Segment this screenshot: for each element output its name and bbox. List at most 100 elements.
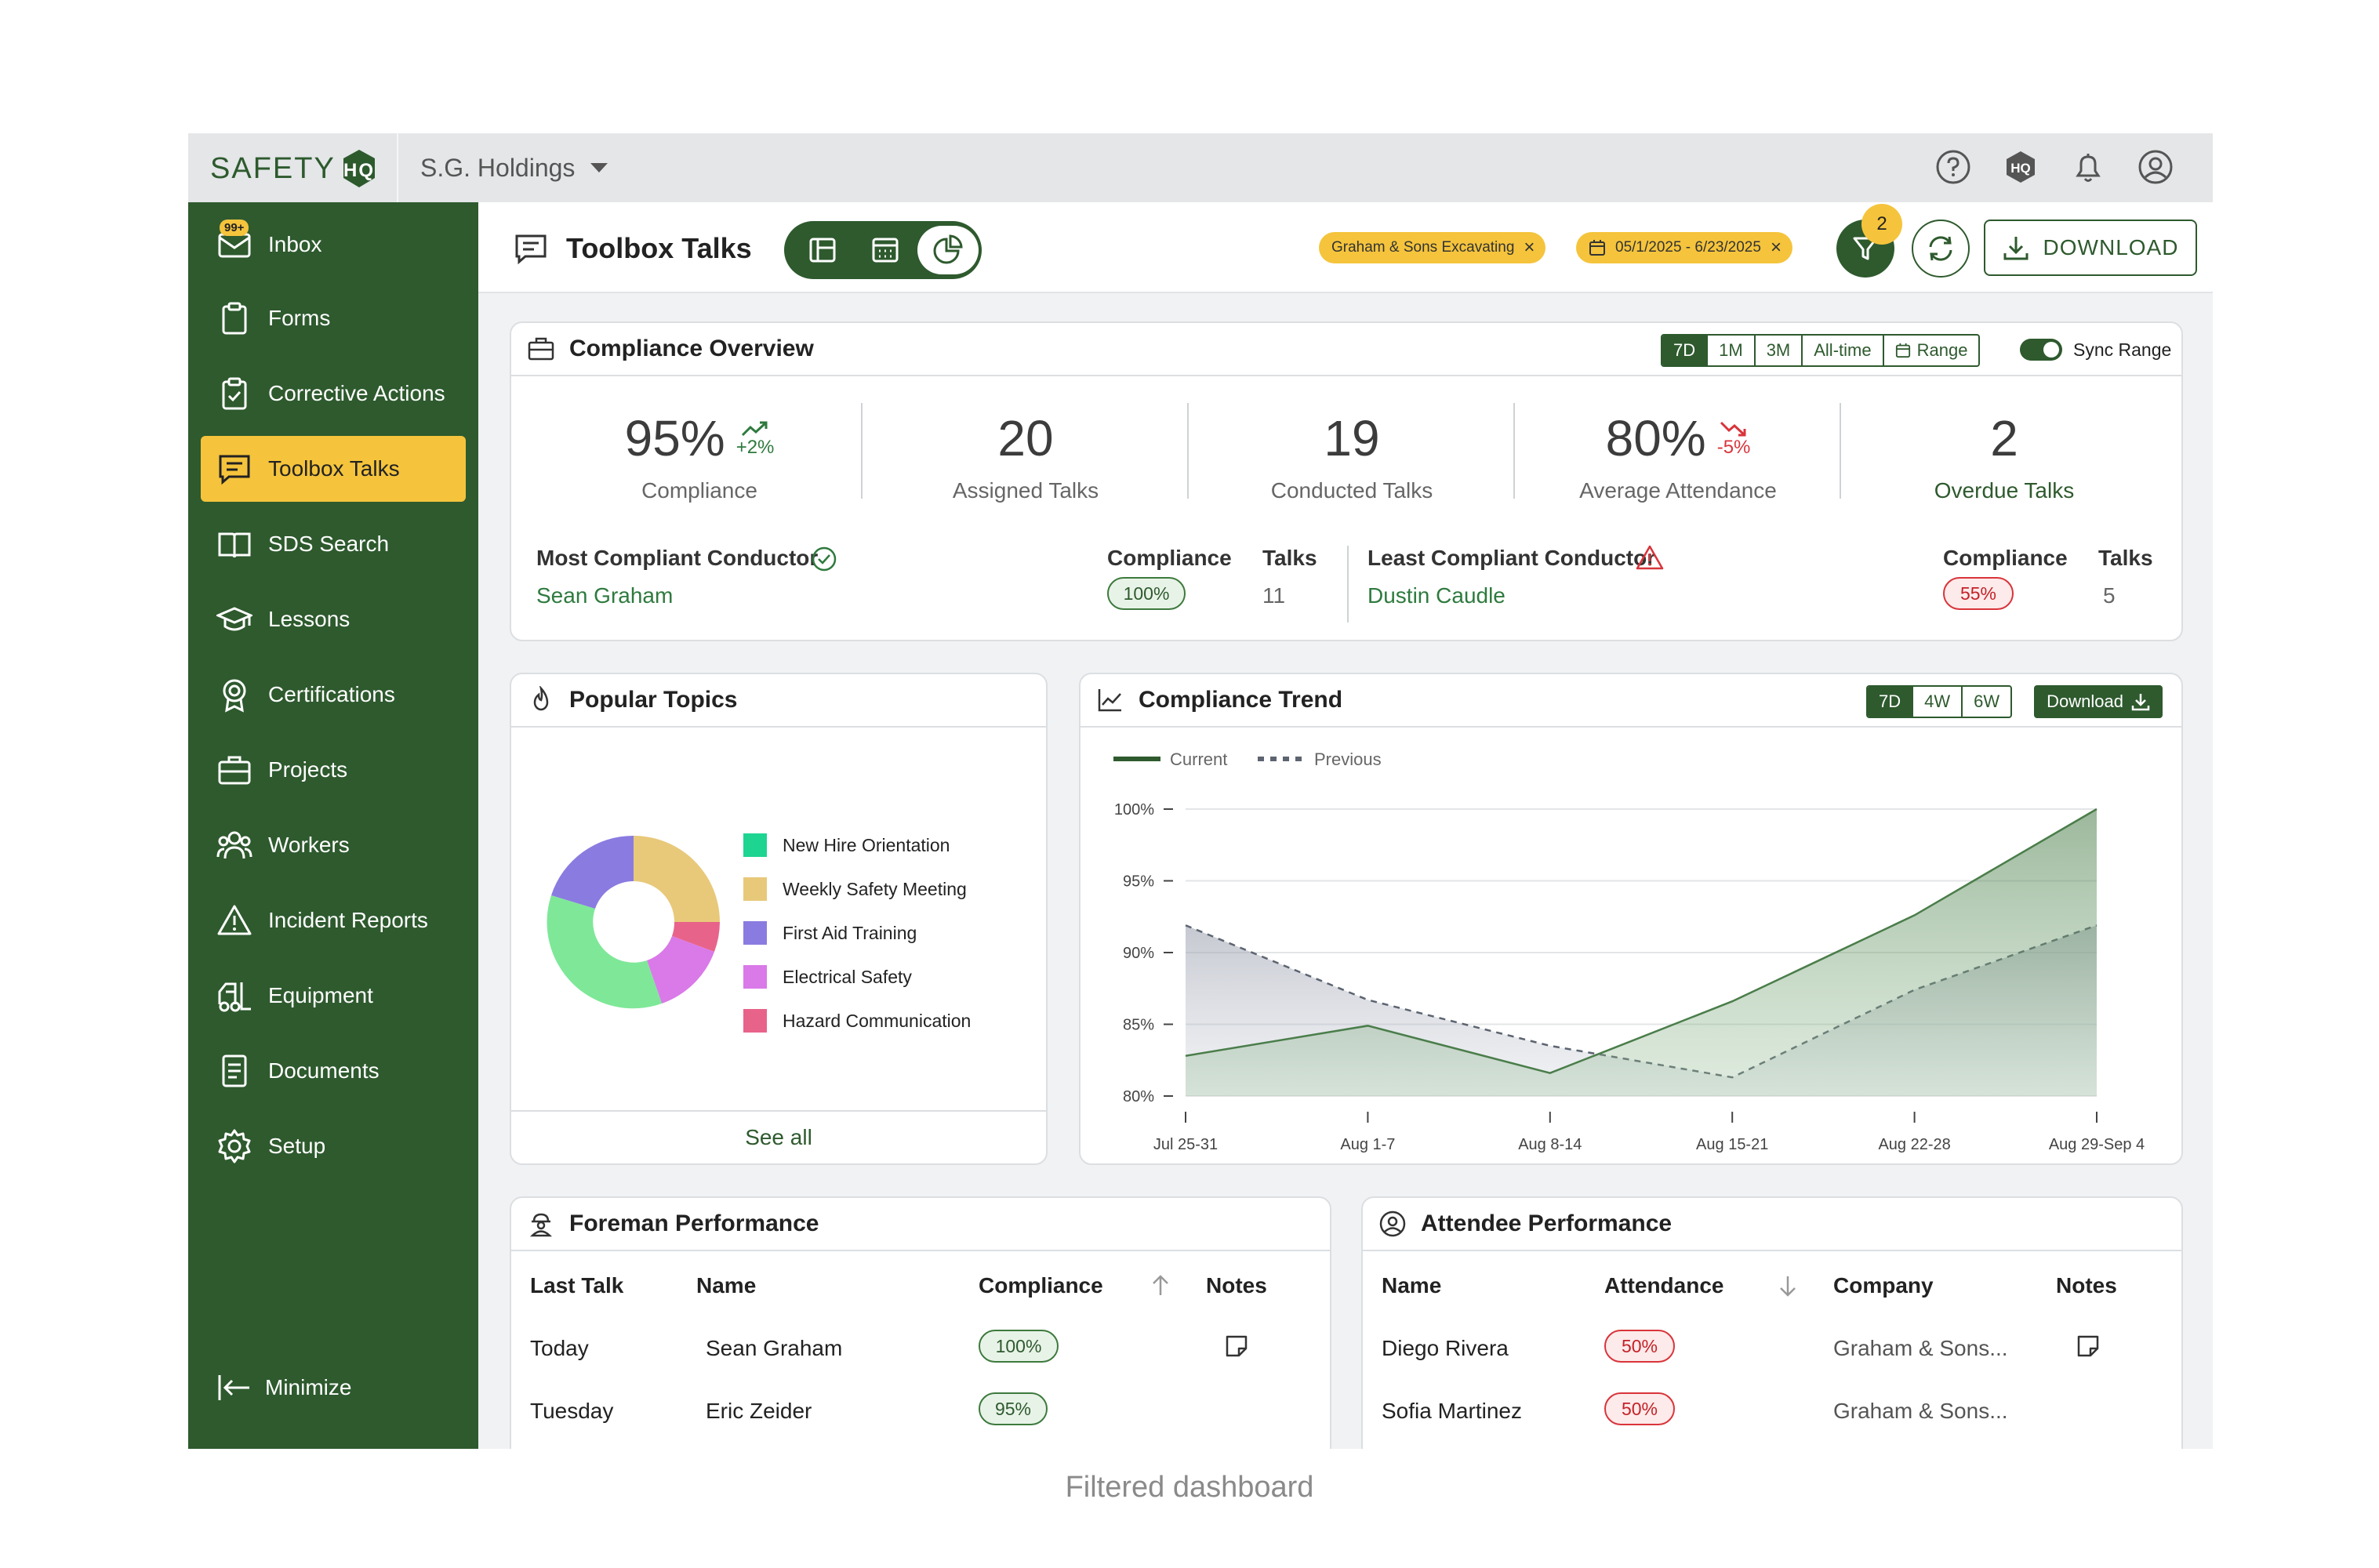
filter-chip-company[interactable]: Graham & Sons Excavating × [1319, 232, 1546, 263]
org-selector[interactable]: S.G. Holdings [420, 149, 608, 187]
cell-name[interactable]: Eric Zeider [706, 1399, 812, 1423]
sidebar-item-workers[interactable]: Workers [201, 812, 466, 878]
chat-icon [515, 234, 547, 265]
donut-slice[interactable] [647, 936, 714, 1004]
column-header-last-talk[interactable]: Last Talk [530, 1273, 624, 1298]
data-point-current[interactable] [1182, 1053, 1189, 1059]
sidebar-item-inbox[interactable]: 99+ Inbox [201, 212, 466, 278]
sidebar-item-toolbox-talks[interactable]: Toolbox Talks [201, 436, 466, 502]
sidebar-item-label: Workers [268, 833, 350, 857]
least-compliant-name[interactable]: Dustin Caudle [1367, 583, 1505, 608]
chart-download-button[interactable]: Download [2034, 685, 2163, 718]
logo-badge-icon: HQ [343, 150, 375, 187]
logo[interactable]: SAFETY HQ [210, 150, 378, 187]
data-point-current[interactable] [1364, 1022, 1371, 1029]
calendar-view-icon[interactable] [867, 232, 903, 268]
divider [1840, 403, 1841, 499]
close-icon[interactable]: × [1770, 237, 1782, 258]
data-point-previous[interactable] [1364, 996, 1371, 1003]
filter-chip-date[interactable]: 05/1/2025 - 6/23/2025 × [1576, 232, 1792, 263]
sidebar-item-setup[interactable]: Setup [201, 1113, 466, 1179]
data-point-previous[interactable] [1547, 1043, 1553, 1049]
card-header: Compliance Trend [1081, 674, 2181, 728]
profile-icon[interactable] [2137, 149, 2174, 185]
range-4w[interactable]: 4W [1912, 687, 1961, 717]
sidebar-item-corrective-actions[interactable]: Corrective Actions [201, 361, 466, 426]
filter-button[interactable]: 2 [1836, 204, 1902, 278]
sidebar-item-forms[interactable]: Forms [201, 285, 466, 351]
cell-company: Graham & Sons... [1833, 1336, 2008, 1360]
legend-label: Electrical Safety [783, 966, 912, 987]
sidebar-item-sds-search[interactable]: SDS Search [201, 511, 466, 577]
kpi-label: Average Attendance [1579, 478, 1777, 503]
range-7d[interactable]: 7D [1662, 336, 1707, 365]
kpi-assigned-talks: 20 Assigned Talks [863, 409, 1189, 503]
donut-slice[interactable] [551, 835, 634, 909]
most-compliant-name[interactable]: Sean Graham [536, 583, 674, 608]
data-point-current[interactable] [1729, 998, 1735, 1004]
range-3m[interactable]: 3M [1753, 336, 1802, 365]
minimize-button[interactable]: Minimize [216, 1372, 351, 1403]
sidebar-item-projects[interactable]: Projects [201, 737, 466, 803]
column-header-name[interactable]: Name [696, 1273, 757, 1298]
refresh-button[interactable] [1912, 220, 1970, 278]
sidebar-item-certifications[interactable]: Certifications [201, 662, 466, 728]
minimize-label: Minimize [265, 1375, 352, 1399]
column-header-company[interactable]: Company [1833, 1273, 1934, 1298]
range-7d[interactable]: 7D [1868, 687, 1912, 717]
help-icon[interactable] [1935, 149, 1971, 185]
column-header-notes[interactable]: Notes [1206, 1273, 1267, 1298]
award-icon [223, 679, 246, 713]
see-all-link[interactable]: See all [511, 1110, 1046, 1163]
column-header-attendance[interactable]: Attendance [1604, 1273, 1724, 1298]
donut-slice[interactable] [634, 836, 720, 922]
close-icon[interactable]: × [1524, 237, 1535, 258]
sort-down-icon[interactable] [1777, 1273, 1799, 1298]
download-button[interactable]: DOWNLOAD [1984, 220, 2197, 276]
safetyhq-icon[interactable]: HQ [2003, 149, 2039, 185]
page-header: Toolbox Talks Graham & Sons Excavating ×… [478, 202, 2213, 293]
range-1m[interactable]: 1M [1706, 336, 1754, 365]
sync-range-toggle[interactable]: Sync Range [2020, 339, 2171, 361]
column-header-name[interactable]: Name [1382, 1273, 1442, 1298]
table-view-icon[interactable] [805, 232, 841, 268]
area-current [1186, 809, 2097, 1096]
note-icon[interactable] [1223, 1333, 1250, 1359]
cell-name[interactable]: Sofia Martinez [1382, 1399, 1522, 1423]
chart-view-icon[interactable] [930, 232, 966, 268]
warning-icon [1636, 545, 1664, 570]
sort-up-icon[interactable] [1150, 1273, 1171, 1298]
card-header: Popular Topics [511, 674, 1046, 728]
donut-slice[interactable] [672, 922, 720, 952]
sidebar-item-equipment[interactable]: Equipment [201, 963, 466, 1029]
chart-series [1182, 806, 2100, 1096]
note-icon[interactable] [2075, 1333, 2101, 1359]
gear-icon [218, 1129, 251, 1163]
range-6w[interactable]: 6W [1961, 687, 2010, 717]
sidebar-item-incident-reports[interactable]: Incident Reports [201, 887, 466, 953]
range-custom[interactable]: Range [1882, 336, 1979, 365]
sidebar-item-label: Certifications [268, 682, 395, 706]
foreman-performance-card: Foreman Performance Last Talk Name Compl… [510, 1196, 1331, 1449]
legend-item: Electrical Safety [743, 955, 971, 999]
toggle-switch[interactable] [2020, 339, 2062, 361]
briefcase-icon [528, 337, 554, 361]
line-current[interactable] [1185, 808, 2098, 1075]
legend-item: New Hire Orientation [743, 823, 971, 867]
cell-name[interactable]: Sean Graham [706, 1336, 843, 1360]
sidebar-item-lessons[interactable]: Lessons [201, 586, 466, 652]
data-point-current[interactable] [1547, 1070, 1553, 1076]
column-header-compliance[interactable]: Compliance [979, 1273, 1103, 1298]
kpi-overdue-talks[interactable]: 2 Overdue Talks [1841, 409, 2167, 503]
graduation-cap-icon [216, 607, 252, 631]
talks-count: 5 [2103, 583, 2116, 608]
range-all-time[interactable]: All-time [1801, 336, 1882, 365]
donut-slice[interactable] [547, 895, 662, 1009]
data-point-current[interactable] [2094, 806, 2100, 812]
bell-icon[interactable] [2070, 149, 2106, 185]
data-point-previous[interactable] [1182, 922, 1189, 928]
column-header-notes[interactable]: Notes [2056, 1273, 2117, 1298]
data-point-current[interactable] [1912, 912, 1918, 918]
sidebar-item-documents[interactable]: Documents [201, 1038, 466, 1104]
cell-name[interactable]: Diego Rivera [1382, 1336, 1509, 1360]
